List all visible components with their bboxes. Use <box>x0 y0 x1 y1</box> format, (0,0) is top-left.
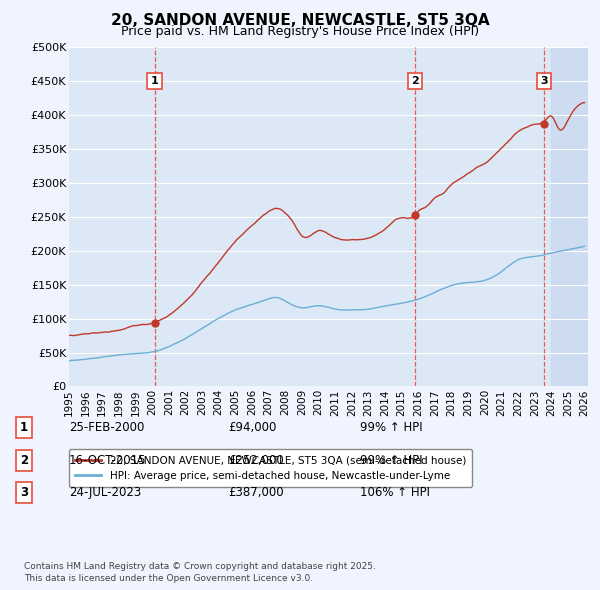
Text: 25-FEB-2000: 25-FEB-2000 <box>69 421 145 434</box>
Text: Price paid vs. HM Land Registry's House Price Index (HPI): Price paid vs. HM Land Registry's House … <box>121 25 479 38</box>
Text: 20, SANDON AVENUE, NEWCASTLE, ST5 3QA: 20, SANDON AVENUE, NEWCASTLE, ST5 3QA <box>110 13 490 28</box>
Text: 1: 1 <box>20 421 28 434</box>
Text: 2: 2 <box>20 454 28 467</box>
Text: 99% ↑ HPI: 99% ↑ HPI <box>360 421 422 434</box>
Text: 16-OCT-2015: 16-OCT-2015 <box>69 454 146 467</box>
Text: 3: 3 <box>540 76 548 86</box>
Bar <box>551 47 588 386</box>
Text: 99% ↑ HPI: 99% ↑ HPI <box>360 454 422 467</box>
Text: 3: 3 <box>20 486 28 499</box>
Text: £252,000: £252,000 <box>228 454 284 467</box>
Text: Contains HM Land Registry data © Crown copyright and database right 2025.
This d: Contains HM Land Registry data © Crown c… <box>24 562 376 583</box>
Legend: 20, SANDON AVENUE, NEWCASTLE, ST5 3QA (semi-detached house), HPI: Average price,: 20, SANDON AVENUE, NEWCASTLE, ST5 3QA (s… <box>69 450 472 487</box>
Text: 106% ↑ HPI: 106% ↑ HPI <box>360 486 430 499</box>
Text: £387,000: £387,000 <box>228 486 284 499</box>
Text: £94,000: £94,000 <box>228 421 277 434</box>
Text: 24-JUL-2023: 24-JUL-2023 <box>69 486 141 499</box>
Text: 1: 1 <box>151 76 158 86</box>
Text: 2: 2 <box>411 76 419 86</box>
